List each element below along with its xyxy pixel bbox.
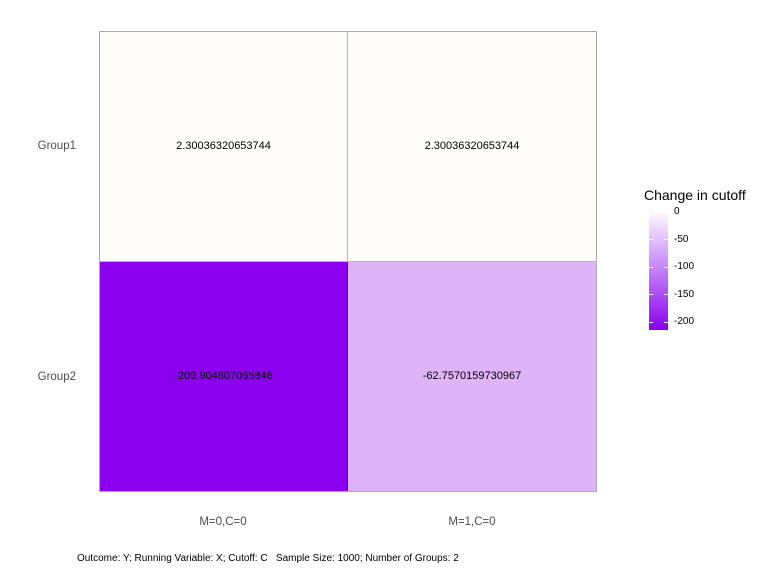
heatmap-cell-group1-m1c0: 2.30036320653744 [348,32,596,262]
legend-tickmark [664,239,668,240]
legend-tickmark [664,267,668,268]
legend-tick-label-200: -200 [674,316,695,327]
legend-tick-label-100: -100 [674,261,695,272]
legend-tickmark [649,322,653,323]
legend-tickmark [649,267,653,268]
cell-value-label: 2.30036320653744 [424,140,520,153]
legend-tickmark [664,212,668,213]
legend-tick-label-0: 0 [674,206,680,217]
legend-tick-label-50: -50 [674,234,689,245]
cell-value-label: -209.904807065846 [174,370,273,383]
legend-tick-label-150: -150 [674,289,695,300]
cell-value-label: 2.30036320653744 [176,140,271,153]
heatmap-cell-group2-m1c0: -62.7570159730967 [348,261,596,491]
x-axis-label-m0c0: M=0,C=0 [199,516,247,528]
heatmap-cell-group1-m0c0: 2.30036320653744 [100,32,348,262]
legend-colorbar [649,210,668,330]
legend-title: Change in cutoff [644,187,746,203]
heatmap-panel: 2.30036320653744 2.30036320653744 -209.9… [99,31,597,492]
legend-tickmark [664,294,668,295]
y-axis-label-group1: Group1 [37,140,76,152]
x-axis-label-m1c0: M=1,C=0 [448,516,496,528]
heatmap-cell-group2-m0c0: -209.904807065846 [100,261,348,491]
legend-tickmark [649,212,653,213]
legend-tickmark [664,322,668,323]
legend-tickmark [649,294,653,295]
plot-caption: Outcome: Y; Running Variable: X; Cutoff:… [77,553,459,564]
cell-value-label: -62.7570159730967 [422,370,522,383]
y-axis-label-group2: Group2 [37,371,76,383]
legend-tickmark [649,239,653,240]
